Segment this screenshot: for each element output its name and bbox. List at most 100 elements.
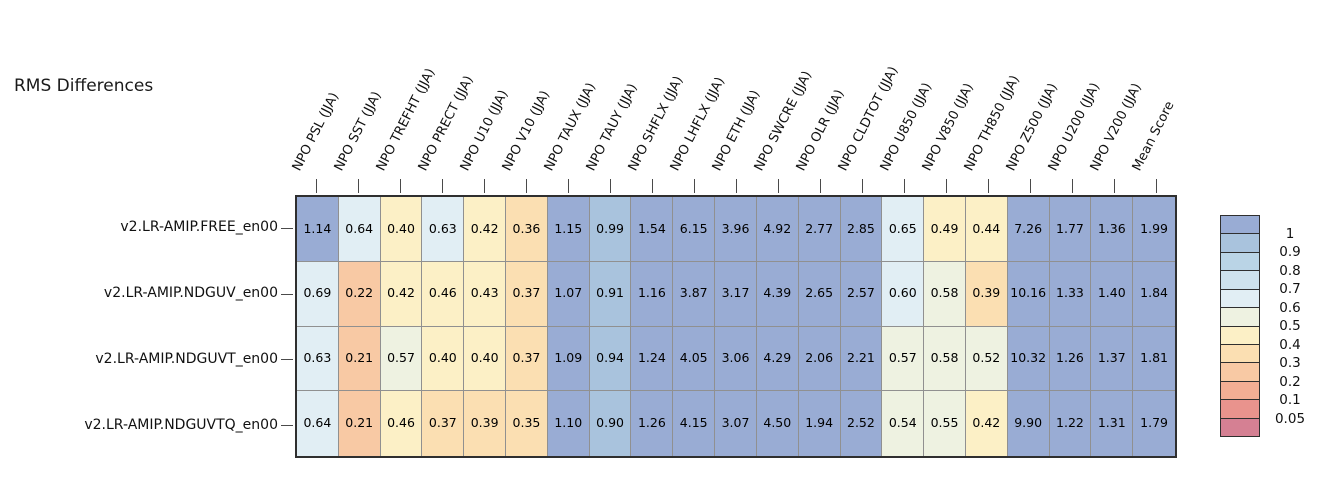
heatmap-cell: 0.55 — [924, 391, 966, 456]
heatmap-cell: 0.35 — [506, 391, 548, 456]
column-tick — [988, 179, 989, 193]
legend-tick-label: 1 — [1285, 225, 1295, 242]
heatmap-cell: 0.63 — [297, 326, 339, 392]
heatmap-cell: 0.42 — [380, 261, 423, 327]
heatmap-cell: 1.10 — [547, 391, 590, 456]
heatmap-cell: 1.54 — [631, 197, 674, 262]
legend-color-band — [1221, 216, 1259, 234]
heatmap-cell: 0.57 — [882, 326, 925, 392]
heatmap-cell: 0.42 — [464, 197, 507, 262]
legend-color-band — [1221, 270, 1259, 289]
heatmap-cell: 3.07 — [715, 391, 757, 456]
column-tick — [946, 179, 947, 193]
heatmap-cell: 10.32 — [1007, 326, 1050, 392]
heatmap-cell: 0.58 — [924, 326, 966, 392]
heatmap-cell: 0.63 — [422, 197, 465, 262]
heatmap-cell: 0.46 — [422, 261, 465, 327]
heatmap-cell: 10.16 — [1007, 261, 1050, 327]
heatmap-cell: 0.22 — [338, 261, 381, 327]
heatmap-cell: 4.39 — [756, 261, 799, 327]
heatmap-cell: 0.69 — [297, 261, 339, 327]
row-label: v2.LR-AMIP.NDGUV_en00 — [103, 285, 278, 302]
heatmap-grid: 1.14 0.64 0.40 0.63 0.42 0.36 1.15 0.99 1.54 6.15… — [295, 195, 1177, 458]
column-tick — [694, 179, 695, 193]
heatmap-cell: 0.37 — [422, 391, 465, 456]
heatmap-cell: 3.17 — [715, 261, 757, 327]
heatmap-cell: 0.99 — [589, 197, 632, 262]
heatmap-cell: 0.40 — [380, 197, 423, 262]
column-tick — [358, 179, 359, 193]
heatmap-cell: 0.60 — [882, 261, 925, 327]
column-tick — [400, 179, 401, 193]
heatmap-cell: 0.44 — [965, 197, 1008, 262]
heatmap-cell: 1.26 — [1049, 326, 1092, 392]
heatmap-cell: 1.22 — [1049, 391, 1092, 456]
row-tick — [281, 293, 293, 295]
heatmap-cell: 0.90 — [589, 391, 632, 456]
heatmap-cell: 1.94 — [798, 391, 841, 456]
heatmap-cell: 1.31 — [1091, 391, 1134, 456]
legend-tick-label: 0.4 — [1279, 336, 1301, 353]
heatmap-cell: 1.24 — [631, 326, 674, 392]
legend-color-band — [1221, 343, 1259, 363]
legend-color-band — [1221, 362, 1259, 381]
heatmap-cell: 1.81 — [1133, 326, 1175, 392]
heatmap-cell: 1.33 — [1049, 261, 1092, 327]
column-tick — [778, 179, 779, 193]
legend-color-band — [1221, 288, 1259, 308]
heatmap-cell: 0.21 — [338, 391, 381, 456]
heatmap-cell: 4.29 — [756, 326, 799, 392]
column-tick — [652, 179, 653, 193]
column-tick — [862, 179, 863, 193]
heatmap-cell: 4.15 — [673, 391, 716, 456]
legend-tick-label: 0.3 — [1279, 355, 1301, 371]
colorbar-legend — [1220, 215, 1260, 437]
heatmap-cell: 4.50 — [756, 391, 799, 456]
heatmap-cell: 1.79 — [1133, 391, 1175, 456]
row-tick — [281, 359, 293, 361]
row-tick — [281, 227, 293, 229]
heatmap-cell: 0.57 — [380, 326, 423, 392]
heatmap-cell: 0.49 — [924, 197, 966, 262]
row-label: v2.LR-AMIP.NDGUVT_en00 — [95, 350, 278, 367]
heatmap-cell: 0.43 — [464, 261, 507, 327]
heatmap-cell: 4.92 — [756, 197, 799, 262]
heatmap-cell: 0.37 — [506, 326, 548, 392]
heatmap-cell: 2.57 — [840, 261, 883, 327]
heatmap-cell: 0.21 — [338, 326, 381, 392]
heatmap-cell: 0.91 — [589, 261, 632, 327]
heatmap-cell: 0.58 — [924, 261, 966, 327]
heatmap-cell: 0.52 — [965, 326, 1008, 392]
heatmap-cell: 0.37 — [506, 261, 548, 327]
legend-color-band — [1221, 307, 1259, 326]
column-tick — [442, 179, 443, 193]
heatmap-cell: 0.36 — [506, 197, 548, 262]
heatmap-cell: 1.16 — [631, 261, 674, 327]
column-tick — [1114, 179, 1115, 193]
heatmap-cell: 0.54 — [882, 391, 925, 456]
heatmap-cell: 0.40 — [422, 326, 465, 392]
column-tick — [526, 179, 527, 193]
heatmap-cell: 3.06 — [715, 326, 757, 392]
legend-color-band — [1221, 399, 1259, 418]
heatmap-cell: 6.15 — [673, 197, 716, 262]
heatmap-cell: 2.85 — [840, 197, 883, 262]
column-tick — [736, 179, 737, 193]
heatmap-cell: 0.40 — [464, 326, 507, 392]
heatmap-cell: 3.96 — [715, 197, 757, 262]
heatmap-cell: 2.77 — [798, 197, 841, 262]
legend-color-band — [1221, 233, 1259, 252]
heatmap-cell: 1.14 — [297, 197, 339, 262]
heatmap-cell: 0.39 — [464, 391, 507, 456]
legend-tick-label: 0.05 — [1274, 410, 1306, 427]
heatmap-cell: 2.21 — [840, 326, 883, 392]
column-tick — [820, 179, 821, 193]
heatmap-cell: 2.52 — [840, 391, 883, 456]
column-tick — [610, 179, 611, 193]
heatmap-cell: 7.26 — [1007, 197, 1050, 262]
legend-tick-label: 0.9 — [1279, 244, 1301, 260]
heatmap-cell: 1.26 — [631, 391, 674, 456]
legend-color-band — [1221, 251, 1259, 271]
heatmap-cell: 0.94 — [589, 326, 632, 392]
legend-tick-label: 0.6 — [1279, 299, 1301, 316]
